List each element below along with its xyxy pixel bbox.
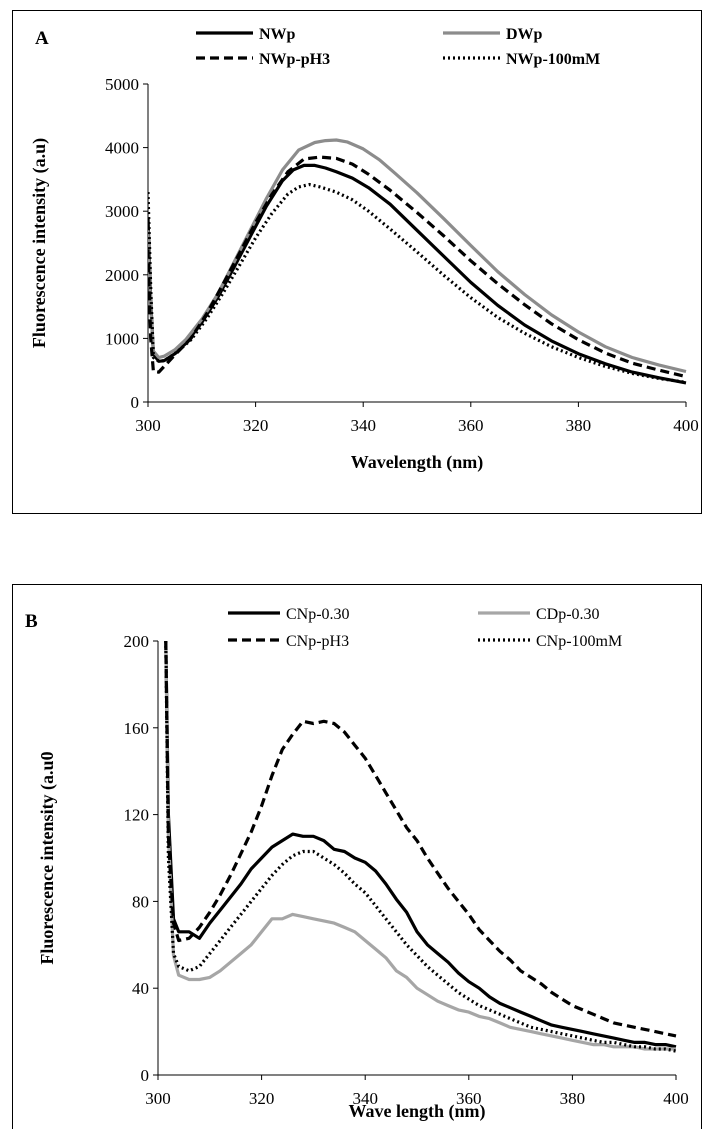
chart-a-y-tick-label: 2000: [105, 266, 139, 285]
chart-b-y-axis-label: Fluorescence intensity (a.u0: [37, 751, 58, 964]
chart-a-y-tick-label: 1000: [105, 329, 139, 348]
chart-a-series-line-nwp-ph3: [148, 155, 687, 379]
chart-b-y-tick-label: 0: [141, 1066, 150, 1085]
chart-b-y-tick-label: 120: [124, 806, 150, 825]
chart-a-x-axis-label: Wavelength (nm): [351, 452, 484, 473]
chart-b-legend-label: CNp-pH3: [286, 633, 349, 650]
chart-b-y-tick-label: 160: [124, 719, 150, 738]
chart-panel-a: 0 1000 2000 3000 4000 5000 300 320 340 360 380 400 W…: [12, 10, 702, 514]
chart-a-y-axis-label: Fluorescence intensity (a.u): [29, 138, 50, 348]
chart-b-legend-label: CDp-0.30: [536, 606, 600, 623]
chart-a-legend-label: NWp-pH3: [259, 51, 330, 68]
chart-a-x-tick-label: 320: [243, 416, 269, 435]
chart-b-x-tick-label: 320: [249, 1089, 275, 1108]
chart-b-legend-label: CNp-0.30: [286, 606, 350, 623]
chart-b-series-line-cnp-100mm: [164, 640, 677, 1053]
chart-a-x-tick-label: 300: [135, 416, 161, 435]
chart-a-legend-label: NWp-100mM: [506, 51, 600, 68]
chart-a-y-tick-label: 0: [131, 393, 140, 412]
chart-b-x-axis-label: Wave length (nm): [349, 1101, 486, 1122]
chart-b-svg: 0 40 80 120 160 200 300 320 340 360 380 400 Wave len…: [25, 606, 689, 1122]
chart-a-y-tick-label: 3000: [105, 202, 139, 221]
chart-a-series-line-nwp-100mm: [148, 182, 687, 384]
chart-b-y-tick-label: 200: [124, 632, 150, 651]
chart-b-y-tick-label: 40: [132, 979, 149, 998]
chart-a-series-line-dwp: [148, 138, 687, 374]
chart-b-series-line-cnp-0-30: [164, 640, 677, 1049]
chart-b-series-line-cdp-0-30: [164, 640, 676, 1051]
chart-a-x-tick-label: 340: [350, 416, 376, 435]
chart-b-y-tick-label: 80: [132, 892, 149, 911]
chart-b-x-tick-label: 380: [560, 1089, 586, 1108]
chart-a-panel-label: A: [35, 28, 49, 49]
chart-a-legend-label: DWp: [506, 26, 543, 43]
chart-a-svg: 0 1000 2000 3000 4000 5000 300 320 340 360 380 400 W…: [29, 26, 699, 473]
chart-b-x-tick-label: 300: [145, 1089, 171, 1108]
chart-a-y-tick-label: 5000: [105, 75, 139, 94]
chart-a-y-tick-label: 4000: [105, 139, 139, 158]
chart-a-legend-label: NWp: [259, 26, 296, 43]
chart-b-legend-label: CNp-100mM: [536, 633, 622, 650]
chart-b-x-tick-label: 340: [352, 1089, 378, 1108]
chart-b-panel-label: B: [25, 611, 38, 632]
chart-a-x-tick-label: 360: [458, 416, 484, 435]
chart-b-series-line-cnp-ph3: [164, 640, 677, 1038]
chart-a-x-tick-label: 400: [673, 416, 699, 435]
chart-a-x-tick-label: 380: [566, 416, 592, 435]
chart-b-x-tick-label: 400: [663, 1089, 689, 1108]
chart-panel-b: 0 40 80 120 160 200 300 320 340 360 380 400 Wave len…: [12, 584, 702, 1129]
chart-b-x-tick-label: 360: [456, 1089, 482, 1108]
